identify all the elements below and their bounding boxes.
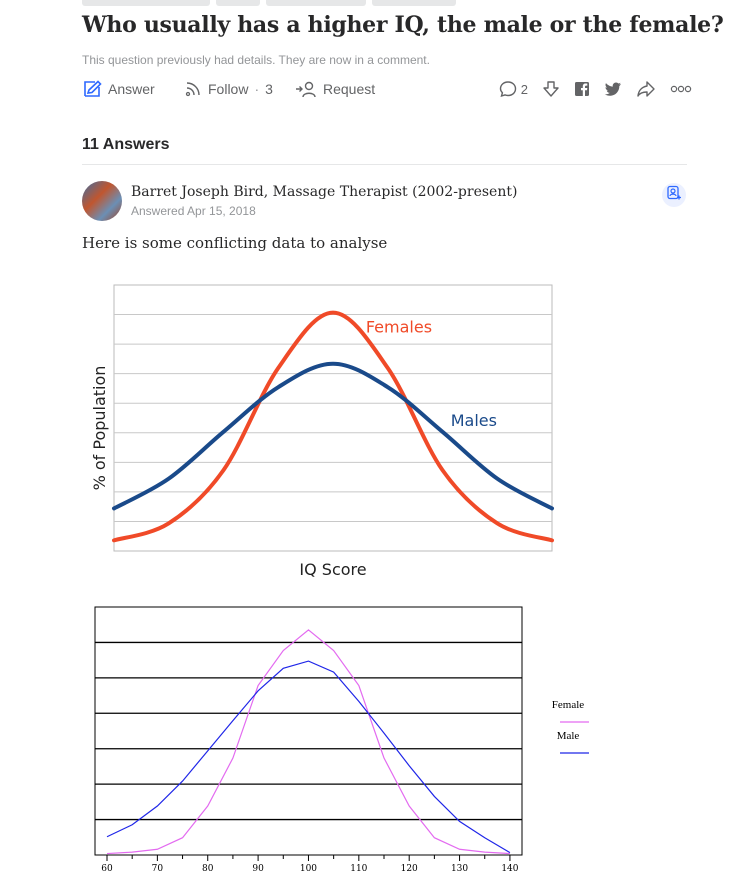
x-tick-label: 110 [350,864,367,874]
follow-count: 3 [265,81,273,97]
more-dots-icon [670,84,692,94]
request-button[interactable]: Request [295,80,375,98]
share-actions: 2 [499,80,692,98]
follow-author-button[interactable] [662,183,686,207]
x-tick-label: 140 [501,864,518,874]
answer-label: Answer [108,81,155,97]
legend-label-female: Female [552,699,584,711]
plot-frame [113,284,553,552]
comment-icon [499,80,517,98]
series-line-female [106,629,510,855]
answer-button[interactable]: Answer [82,80,155,98]
series-line-male [106,660,511,854]
x-tick-label: 60 [101,864,113,874]
request-user-icon [295,80,317,98]
share-facebook-button[interactable] [574,81,590,97]
top-tab-strip [82,0,456,6]
answers-divider [82,164,687,165]
x-tick-label: 120 [401,864,418,874]
series-line-males [112,361,554,511]
add-user-icon [666,185,682,206]
more-options-button[interactable] [670,84,692,94]
question-note: This question previously had details. Th… [82,53,430,67]
share-arrow-icon [636,80,656,98]
facebook-icon [574,81,590,97]
comment-count: 2 [520,81,528,97]
downvote-arrow-icon [542,80,560,98]
question-title[interactable]: Who usually has a higher IQ, the male or… [82,12,724,38]
comment-button[interactable]: 2 [499,80,528,98]
pencil-icon [82,80,102,98]
series-line-females [112,310,554,543]
downvote-button[interactable] [542,80,560,98]
y-axis-label: % of Population [90,366,109,491]
share-button[interactable] [636,80,656,98]
share-twitter-button[interactable] [604,81,622,97]
follow-separator: · [254,81,260,97]
x-tick-label: 90 [252,864,264,874]
series-label-females: Females [366,318,432,337]
x-axis-label: IQ Score [299,560,366,579]
plot-frame [94,606,523,856]
answers-count-heading: 11 Answers [82,136,170,153]
x-tick-label: 130 [451,864,468,874]
follow-button[interactable]: Follow · 3 [184,80,273,98]
x-tick-label: 70 [152,864,164,874]
answer-text: Here is some conflicting data to analyse [82,234,388,252]
iq-distribution-line-chart: 60 70 80 90 100 110 120 130 140 Female Male [94,606,589,874]
follow-rss-icon [184,80,202,98]
iq-bell-curve-chart: Females Males IQ Score % of Population [90,284,554,579]
x-tick-label: 100 [300,864,317,874]
twitter-icon [604,81,622,97]
author-credential[interactable]: Barret Joseph Bird, Massage Therapist (2… [131,184,518,200]
x-tick-label: 80 [202,864,214,874]
legend-label-male: Male [557,730,580,742]
answer-date[interactable]: Answered Apr 15, 2018 [131,204,256,218]
question-actions-bar: Answer Follow · 3 Request 2 [82,80,692,100]
request-label: Request [323,81,376,97]
follow-label: Follow [208,81,249,97]
series-label-males: Males [451,411,497,430]
author-avatar[interactable] [82,181,122,221]
